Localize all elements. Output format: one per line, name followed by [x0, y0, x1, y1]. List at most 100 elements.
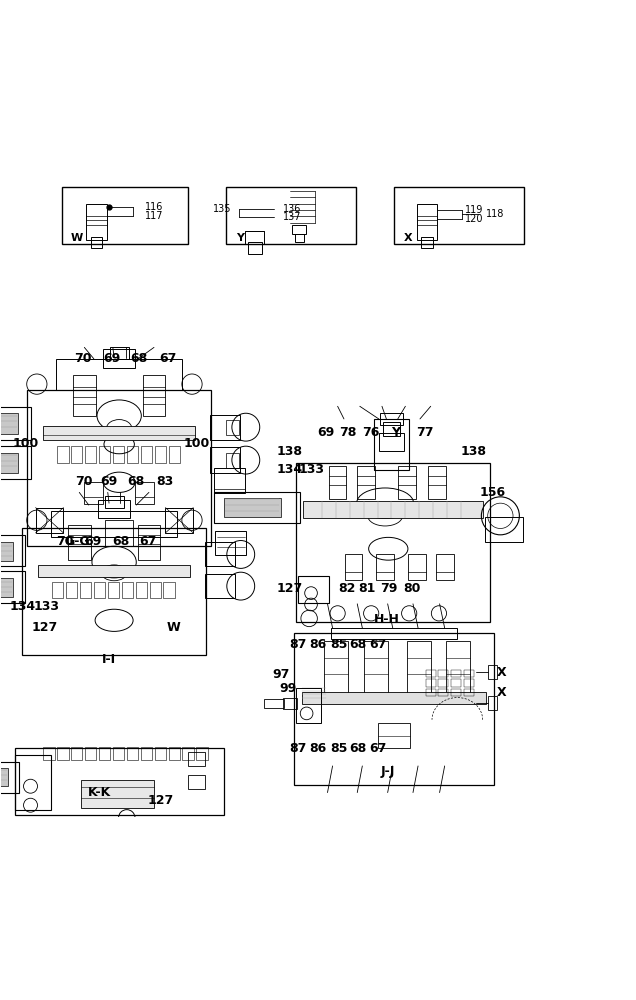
Bar: [446, 641, 470, 694]
Bar: [121, 582, 133, 598]
Bar: [0, 571, 25, 603]
Text: W: W: [167, 621, 181, 634]
Bar: [68, 525, 91, 560]
Bar: [0, 542, 13, 561]
Bar: [383, 422, 400, 436]
Bar: [364, 641, 388, 694]
Bar: [0, 535, 25, 566]
Bar: [94, 582, 105, 598]
Bar: [298, 576, 329, 603]
Bar: [421, 237, 432, 248]
Bar: [169, 747, 180, 760]
Text: I-I: I-I: [102, 653, 116, 666]
Bar: [214, 492, 300, 523]
Bar: [99, 446, 110, 463]
Bar: [86, 204, 106, 240]
Bar: [464, 670, 474, 677]
Bar: [408, 554, 425, 580]
Bar: [15, 748, 224, 815]
Bar: [188, 775, 205, 789]
Bar: [135, 482, 154, 504]
Bar: [394, 187, 524, 244]
Bar: [210, 415, 240, 440]
Bar: [57, 747, 69, 760]
Bar: [0, 578, 13, 597]
Bar: [165, 508, 193, 533]
Text: 116: 116: [144, 202, 163, 212]
Bar: [425, 670, 436, 677]
Bar: [43, 747, 55, 760]
Text: 81: 81: [359, 582, 376, 595]
Bar: [71, 747, 83, 760]
Text: 136: 136: [283, 204, 301, 214]
Text: 86: 86: [309, 742, 327, 755]
Bar: [248, 242, 262, 254]
Bar: [127, 747, 138, 760]
Text: 134: 134: [10, 600, 36, 613]
Text: 69: 69: [100, 475, 118, 488]
Text: 85: 85: [330, 638, 348, 651]
Bar: [226, 453, 240, 468]
Bar: [398, 466, 416, 499]
Text: 69: 69: [85, 535, 102, 548]
Bar: [163, 582, 175, 598]
Text: 134: 134: [277, 463, 303, 476]
Bar: [141, 446, 152, 463]
Text: H-H: H-H: [373, 613, 399, 626]
Bar: [224, 498, 280, 517]
Text: 70: 70: [74, 352, 91, 365]
Text: X: X: [497, 666, 506, 679]
Bar: [451, 679, 461, 687]
Bar: [226, 420, 240, 435]
Bar: [464, 689, 474, 696]
Text: 69: 69: [104, 352, 121, 365]
Bar: [451, 689, 461, 696]
Text: 67: 67: [370, 638, 387, 651]
Bar: [378, 723, 410, 748]
Text: 87: 87: [289, 638, 307, 651]
Bar: [155, 446, 166, 463]
Bar: [52, 582, 64, 598]
Bar: [127, 446, 138, 463]
Text: 83: 83: [156, 475, 174, 488]
Text: 99: 99: [279, 682, 296, 695]
Bar: [264, 699, 284, 708]
Bar: [436, 554, 454, 580]
Bar: [417, 204, 437, 240]
Text: 97: 97: [273, 668, 290, 681]
Text: 77: 77: [416, 426, 433, 439]
Bar: [292, 225, 306, 234]
Bar: [155, 747, 166, 760]
Bar: [27, 390, 211, 546]
Bar: [51, 511, 177, 537]
Bar: [303, 501, 483, 518]
Bar: [105, 520, 133, 546]
Bar: [80, 582, 92, 598]
Bar: [406, 641, 431, 694]
Bar: [85, 482, 103, 504]
Bar: [104, 496, 123, 508]
Text: 70: 70: [56, 535, 74, 548]
Bar: [135, 582, 147, 598]
Bar: [141, 747, 152, 760]
Bar: [169, 446, 180, 463]
Bar: [357, 466, 375, 499]
Text: 120: 120: [465, 214, 483, 224]
Bar: [36, 508, 64, 533]
Bar: [109, 347, 128, 359]
Bar: [22, 528, 206, 655]
Bar: [214, 468, 245, 493]
Bar: [438, 689, 448, 696]
Bar: [15, 755, 52, 810]
Bar: [149, 582, 161, 598]
Bar: [0, 453, 18, 473]
Bar: [85, 446, 97, 463]
Bar: [488, 696, 497, 710]
Bar: [380, 413, 403, 425]
Text: 67: 67: [159, 352, 177, 365]
Text: 68: 68: [349, 742, 366, 755]
Bar: [377, 554, 394, 580]
Bar: [0, 762, 19, 793]
Text: W: W: [71, 233, 83, 243]
Text: Y: Y: [391, 426, 400, 439]
